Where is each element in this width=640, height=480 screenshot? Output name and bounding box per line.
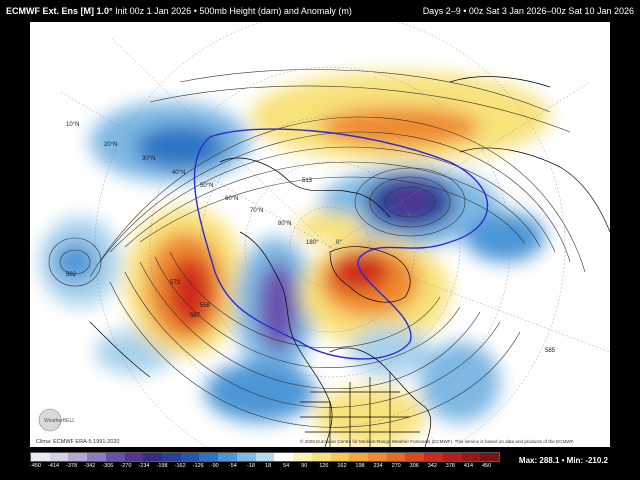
colorbar-swatch [218, 453, 237, 461]
colorbar-label: 342 [427, 463, 437, 469]
colorbar-label: 18 [265, 463, 272, 469]
clima-note: Clima: ECMWF ERA-5 1991-2020 [36, 439, 119, 445]
anomaly-field [40, 72, 550, 447]
lat-label: 60°N [225, 196, 238, 202]
colorbar-swatch [480, 453, 499, 461]
colorbar-swatch [274, 453, 294, 461]
polar-map: 10°N 20°N 30°N 40°N 50°N 60°N 70°N 80°N … [30, 22, 610, 447]
colorbar-label: 270 [391, 463, 401, 469]
map-svg: 10°N 20°N 30°N 40°N 50°N 60°N 70°N 80°N … [30, 22, 610, 447]
colorbar-labels: -450 -414 -378 -342 -306 -270 -234 -198 -162 -126… [30, 463, 500, 473]
colorbar-swatch [87, 453, 106, 461]
colorbar-label: -378 [66, 463, 78, 469]
anomaly-colorbar [30, 452, 500, 462]
colorbar-label: 54 [283, 463, 290, 469]
contour-label: 567 [190, 313, 201, 319]
colorbar-label: 414 [463, 463, 474, 469]
init-time: Init 00z 1 Jan 2026 [115, 6, 192, 16]
colorbar-label: -54 [228, 463, 237, 469]
header-left: ECMWF Ext. Ens [M] 1.0° Init 00z 1 Jan 2… [6, 6, 352, 16]
colorbar-swatch [49, 453, 69, 461]
logo-text: WeatherBELL [44, 418, 75, 424]
colorbar-label: 198 [355, 463, 365, 469]
colorbar-label: -234 [138, 463, 150, 469]
colorbar-label: -450 [30, 463, 42, 469]
colorbar-label: 234 [373, 463, 383, 469]
lat-label: 40°N [172, 170, 185, 176]
colorbar-swatch [255, 453, 275, 461]
graticule [59, 22, 610, 447]
lat-label: 10°N [66, 122, 79, 128]
model-name: ECMWF Ext. Ens [M] 1.0° [6, 6, 113, 16]
colorbar-swatch [386, 453, 406, 461]
lat-label: 30°N [142, 156, 155, 162]
colorbar-swatch [461, 453, 481, 461]
contour-label: 585 [545, 348, 556, 354]
coastlines [89, 76, 610, 447]
colorbar-swatch [124, 453, 144, 461]
colorbar-swatch [105, 453, 125, 461]
colorbar-swatch [442, 453, 462, 461]
lat-label: 70°N [250, 208, 263, 214]
lat-label: 80°N [278, 221, 291, 227]
max-min-stats: Max: 288.1 • Min: -210.2 [518, 456, 608, 465]
colorbar-swatch [349, 453, 368, 461]
540-dam-line [193, 128, 488, 360]
contour-label: 582 [66, 272, 77, 278]
copyright-note: © 2026 European Centre for Medium-Range … [300, 438, 574, 444]
colorbar-label: 306 [409, 463, 419, 469]
colorbar-swatch [31, 453, 50, 461]
lon-label: 180° [306, 240, 319, 246]
colorbar-swatch [162, 453, 181, 461]
colorbar-swatch [199, 453, 219, 461]
contour-labels: 513 582 573 558 567 585 [66, 178, 556, 354]
colorbar-label: -18 [246, 463, 255, 469]
min-value: Min: -210.2 [566, 456, 608, 465]
colorbar-swatch [68, 453, 88, 461]
colorbar-swatch [330, 453, 350, 461]
lat-label: 50°N [200, 183, 213, 189]
colorbar-label: -162 [174, 463, 186, 469]
colorbar-label: -126 [192, 463, 204, 469]
colorbar-swatch [367, 453, 387, 461]
colorbar-label: 450 [481, 463, 492, 469]
max-value: Max: 288.1 [518, 456, 560, 465]
colorbar-swatch [311, 453, 331, 461]
colorbar-swatch [405, 453, 425, 461]
lon-label: 0° [336, 240, 342, 246]
colorbar-swatch [424, 453, 443, 461]
colorbar-swatch [180, 453, 200, 461]
colorbar-label: -270 [120, 463, 132, 469]
colorbar-label: -414 [48, 463, 60, 469]
colorbar-swatch [293, 453, 312, 461]
colorbar-label: 126 [319, 463, 329, 469]
contour-label: 558 [200, 303, 211, 309]
lat-label: 20°N [104, 142, 117, 148]
colorbar-label: 90 [301, 463, 308, 469]
colorbar-swatch [236, 453, 256, 461]
colorbar-label: 162 [337, 463, 347, 469]
weatherbell-logo: WeatherBELL [38, 408, 75, 432]
field-name: 500mb Height (dam) and Anomaly (m) [199, 6, 352, 16]
colorbar-label: -198 [156, 463, 168, 469]
colorbar-label: -342 [84, 463, 96, 469]
colorbar-label: -90 [210, 463, 219, 469]
colorbar-swatch [143, 453, 163, 461]
colorbar-label: -306 [102, 463, 114, 469]
map-header: ECMWF Ext. Ens [M] 1.0° Init 00z 1 Jan 2… [0, 0, 640, 22]
contour-label: 573 [170, 280, 181, 286]
valid-period: Days 2–9 • 00z Sat 3 Jan 2026–00z Sat 10… [422, 6, 634, 16]
colorbar-label: 378 [445, 463, 455, 469]
latitude-labels: 10°N 20°N 30°N 40°N 50°N 60°N 70°N 80°N … [66, 122, 342, 246]
contour-label: 513 [302, 178, 313, 184]
